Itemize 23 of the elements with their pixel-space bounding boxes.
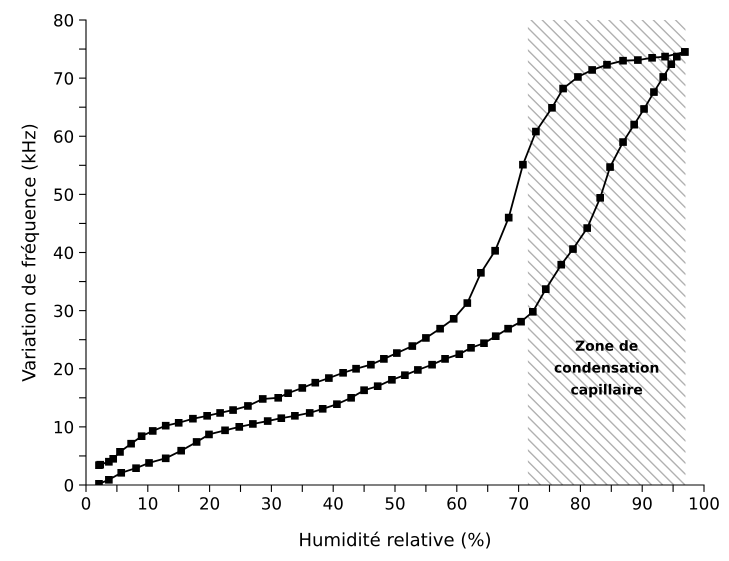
y-tick-label: 40 (54, 246, 74, 260)
x-tick-label: 70 (509, 497, 528, 510)
x-tick-label: 100 (690, 497, 719, 510)
x-tick-label: 60 (447, 497, 466, 510)
x-tick-label: 40 (323, 497, 343, 510)
x-tick-label: 0 (82, 497, 90, 510)
y-tick-label: 0 (64, 478, 74, 492)
x-tick-label: 30 (262, 497, 281, 510)
band-label: Zone de condensation capillaire (554, 340, 658, 398)
y-axis-title: Variation de fréquence (kHz) (20, 124, 40, 382)
y-tick-label: 80 (54, 14, 74, 27)
x-axis-title: Humidité relative (%) (300, 532, 490, 548)
x-tick-label: 50 (386, 497, 404, 510)
x-tick-label: 90 (632, 497, 652, 510)
x-tick-label: 10 (139, 497, 158, 510)
y-tick-label: 50 (54, 188, 74, 201)
y-tick-label: 70 (54, 72, 74, 85)
y-tick-label: 10 (54, 420, 74, 434)
y-tick-label: 20 (54, 362, 74, 376)
y-tick-label: 60 (54, 130, 74, 143)
y-tick-label: 30 (54, 304, 74, 318)
x-tick-label: 20 (200, 497, 220, 510)
x-tick-label: 80 (570, 497, 590, 510)
